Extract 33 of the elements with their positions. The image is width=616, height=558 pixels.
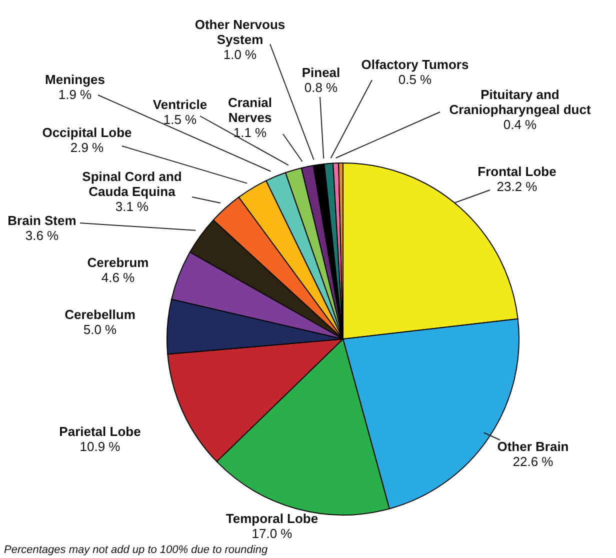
slice-label: Ventricle bbox=[152, 97, 208, 112]
data-label: 4.6 % bbox=[101, 270, 136, 285]
slice-label: Pituitary and Craniopharyngeal duct bbox=[449, 87, 592, 117]
slice-label: Other Brain bbox=[497, 439, 569, 454]
slice-label: Olfactory Tumors bbox=[361, 57, 469, 72]
slice-label: Other Nervous System bbox=[194, 17, 286, 47]
slice-label: Cerebellum bbox=[64, 307, 136, 322]
slice-label: Cerebrum bbox=[87, 255, 149, 270]
data-label: 23.2 % bbox=[496, 179, 538, 194]
data-label: 1.1 % bbox=[233, 125, 268, 140]
data-label: 0.8 % bbox=[304, 80, 338, 95]
slice-label: Occipital Lobe bbox=[42, 125, 132, 140]
data-label: 17.0 % bbox=[252, 526, 293, 541]
slice-label: Cranial Nerves bbox=[228, 95, 272, 125]
data-label: 22.6 % bbox=[512, 454, 554, 469]
slice-label: Frontal Lobe bbox=[478, 164, 556, 179]
slice-label: Pineal bbox=[302, 65, 340, 80]
slice-label: Spinal Cord and Cauda Equina bbox=[82, 169, 182, 199]
data-label: 3.1 % bbox=[115, 199, 150, 214]
slice-label: Parietal Lobe bbox=[59, 424, 141, 439]
data-label: 3.6 % bbox=[25, 228, 60, 243]
data-label: 10.9 % bbox=[80, 439, 121, 454]
data-label: 0.4 % bbox=[503, 117, 538, 132]
slice-label: Brain Stem bbox=[8, 213, 76, 228]
data-label: 0.5 % bbox=[398, 72, 432, 87]
slice-label: Meninges bbox=[45, 72, 105, 87]
data-label: 1.9 % bbox=[58, 87, 92, 102]
text: Percentages may not add up to 100% due to rounding bbox=[4, 544, 268, 556]
data-label: 5.0 % bbox=[83, 322, 118, 337]
slice-label: Temporal Lobe bbox=[226, 511, 318, 526]
data-label: 1.0 % bbox=[223, 47, 258, 62]
data-label: 1.5 % bbox=[163, 112, 198, 127]
data-label: 2.9 % bbox=[70, 140, 104, 155]
